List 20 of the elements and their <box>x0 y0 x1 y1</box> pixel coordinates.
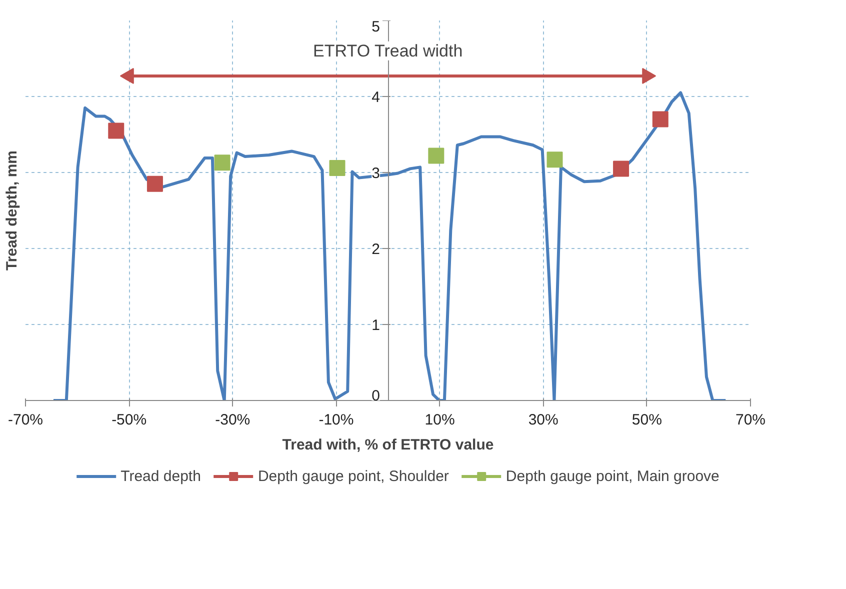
legend-label: Tread depth <box>120 468 201 484</box>
y-tick-label: 4 <box>372 89 380 106</box>
y-tick-label: 0 <box>372 388 380 404</box>
y-tick-label: 2 <box>372 241 380 258</box>
y-tick-label: 3 <box>372 165 380 182</box>
y-tick-label: 1 <box>372 317 380 334</box>
y-axis-title: Tread depth, mm <box>4 150 20 271</box>
x-tick-label: 50% <box>632 412 662 428</box>
x-tick-label: -50% <box>112 412 147 428</box>
x-tick-label: 70% <box>735 412 766 428</box>
x-tick-label: -70% <box>8 412 44 428</box>
x-tick-label: -30% <box>215 412 250 428</box>
annotation: ETRTO Tread width <box>313 41 463 60</box>
x-axis-title: Tread with, % of ETRTO value <box>282 436 494 454</box>
x-tick-label: 10% <box>424 412 455 428</box>
x-tick-label: 30% <box>528 412 558 428</box>
legend-label: Depth gauge point, Main groove <box>506 468 720 484</box>
x-tick-label: -10% <box>318 412 354 428</box>
legend-label: Depth gauge point, Shoulder <box>258 468 449 484</box>
y-tick-label: 5 <box>372 18 380 36</box>
